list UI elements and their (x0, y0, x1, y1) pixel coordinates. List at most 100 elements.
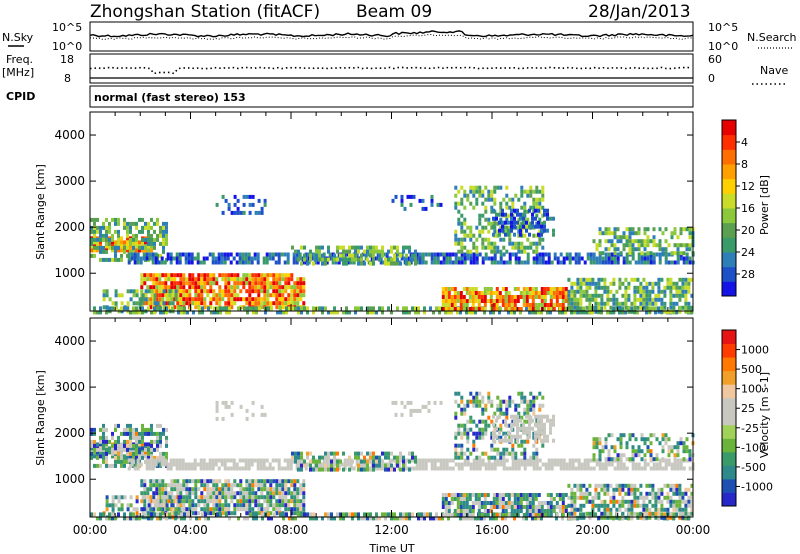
heatmap-cell (173, 487, 177, 492)
heatmap-cell (678, 487, 682, 492)
heatmap-cell (477, 299, 481, 303)
heatmap-cell (460, 256, 464, 261)
heatmap-cell (471, 516, 474, 521)
heatmap-cell (675, 309, 679, 314)
heatmap-cell (687, 305, 691, 310)
heatmap-cell (402, 249, 405, 254)
heatmap-cell (582, 293, 586, 298)
heatmap-cell (159, 310, 162, 315)
heatmap-cell (269, 479, 273, 484)
heatmap-cell (615, 305, 619, 310)
heatmap-cell (324, 455, 327, 460)
heatmap-cell (676, 260, 680, 265)
heatmap-cell (360, 253, 363, 258)
heatmap-cell (140, 277, 144, 282)
heatmap-cell (152, 507, 156, 512)
heatmap-cell (639, 301, 643, 306)
heatmap-cell (405, 516, 408, 521)
heatmap-cell (251, 301, 255, 306)
heatmap-cell (487, 241, 491, 246)
heatmap-cell (165, 225, 168, 230)
heatmap-cell (129, 229, 132, 234)
heatmap-cell (532, 209, 536, 214)
heatmap-cell (463, 189, 467, 194)
heatmap-cell (570, 499, 574, 504)
heatmap-cell (414, 257, 417, 262)
heatmap-cell (339, 257, 342, 262)
heatmap-cell (164, 281, 168, 286)
heatmap-cell (162, 237, 165, 242)
heatmap-cell (517, 197, 521, 202)
heatmap-cell (541, 462, 545, 467)
heatmap-cell (233, 273, 237, 278)
heatmap-cell (619, 462, 623, 467)
heatmap-cell (375, 310, 378, 315)
heatmap-cell (260, 289, 264, 294)
heatmap-cell (493, 427, 497, 432)
heatmap-cell (147, 499, 151, 504)
heatmap-cell (618, 491, 622, 496)
heatmap-cell (263, 479, 267, 484)
heatmap-cell (582, 491, 586, 496)
heatmap-cell (552, 216, 555, 221)
heatmap-cell (484, 252, 488, 257)
heatmap-cell (631, 239, 635, 244)
heatmap-cell (165, 237, 168, 242)
heatmap-cell (658, 441, 662, 446)
heatmap-cell (287, 499, 291, 504)
heatmap-cell (447, 295, 451, 299)
heatmap-cell (278, 289, 282, 294)
heatmap-cell (603, 285, 607, 290)
heatmap-cell (652, 243, 656, 248)
heatmap-cell (96, 217, 99, 222)
heatmap-cell (577, 466, 581, 471)
heatmap-cell (636, 289, 640, 294)
heatmap-cell (517, 411, 521, 416)
heatmap-cell (309, 253, 312, 258)
heatmap-cell (534, 287, 538, 291)
heatmap-cell (135, 293, 139, 298)
heatmap-cell (607, 252, 611, 257)
heatmap-cell (298, 256, 302, 261)
heatmap-cell (405, 253, 408, 258)
heatmap-cell (163, 260, 167, 265)
heatmap-cell (441, 497, 445, 501)
heatmap-cell (456, 295, 460, 299)
heatmap-cell (402, 512, 405, 517)
heatmap-cell (604, 260, 608, 265)
heatmap-cell (138, 245, 141, 250)
heatmap-cell (675, 483, 679, 488)
heatmap-cell (460, 431, 464, 436)
heatmap-cell (601, 260, 605, 265)
heatmap-cell (170, 511, 174, 516)
heatmap-cell (516, 497, 520, 501)
heatmap-cell (489, 287, 493, 291)
heatmap-cell (478, 403, 482, 408)
heatmap-cell (522, 220, 525, 225)
heatmap-cell (232, 458, 236, 463)
heatmap-cell (642, 301, 646, 306)
heatmap-cell (129, 310, 132, 315)
heatmap-cell (457, 241, 461, 246)
heatmap-cell (471, 299, 475, 303)
heatmap-cell (472, 395, 476, 400)
heatmap-cell (141, 293, 145, 298)
heatmap-cell (148, 252, 152, 257)
heatmap-cell (272, 503, 276, 508)
heatmap-cell (493, 241, 497, 246)
heatmap-cell (278, 503, 282, 508)
heatmap-cell (420, 516, 423, 521)
heatmap-cell (465, 287, 469, 291)
heatmap-cell (558, 493, 562, 497)
heatmap-cell (387, 261, 390, 266)
heatmap-cell (312, 261, 315, 266)
heatmap-cell (502, 451, 506, 456)
heatmap-cell (93, 221, 96, 226)
heatmap-cell (423, 306, 426, 311)
heatmap-cell (255, 512, 258, 517)
heatmap-cell (179, 281, 183, 286)
heatmap-cell (585, 285, 589, 290)
heatmap-cell (687, 515, 691, 520)
heatmap-cell (552, 232, 555, 237)
heatmap-cell (630, 487, 634, 492)
